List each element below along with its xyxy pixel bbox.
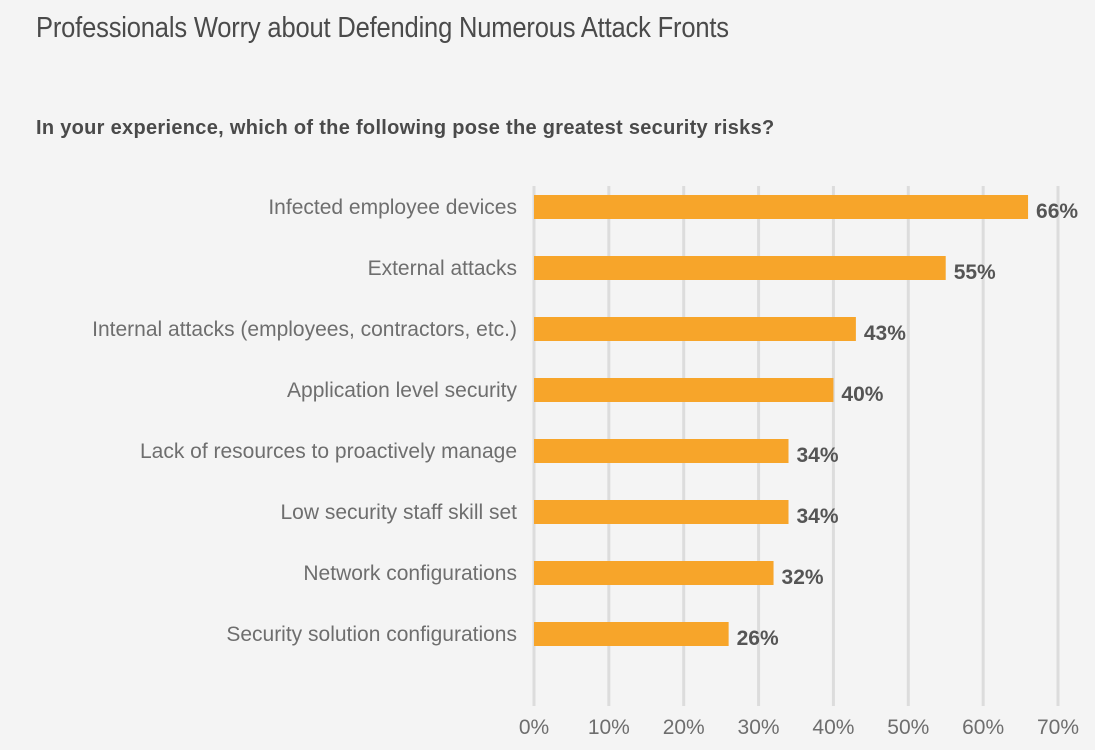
bar — [534, 195, 1029, 219]
x-tick-label: 50% — [887, 716, 929, 739]
value-label: 34% — [797, 444, 839, 467]
value-label: 66% — [1036, 200, 1078, 223]
value-label: 40% — [841, 383, 883, 406]
x-tick-label: 0% — [519, 716, 549, 739]
bars — [534, 195, 1029, 646]
category-label: Security solution configurations — [226, 623, 517, 646]
value-label: 43% — [864, 322, 906, 345]
bar — [534, 256, 946, 280]
value-label: 26% — [737, 627, 779, 650]
value-label: 34% — [797, 505, 839, 528]
bar — [534, 378, 834, 402]
value-label: 55% — [954, 261, 996, 284]
x-tick-label: 10% — [588, 716, 630, 739]
bar — [534, 622, 729, 646]
x-tick-label: 20% — [663, 716, 705, 739]
category-label: External attacks — [368, 257, 517, 280]
x-tick-label: 30% — [738, 716, 780, 739]
bar — [534, 317, 856, 341]
category-label: Lack of resources to proactively manage — [140, 440, 517, 463]
category-label: Application level security — [287, 379, 517, 402]
category-label: Network configurations — [303, 562, 517, 585]
value-label: 32% — [782, 566, 824, 589]
x-tick-label: 40% — [812, 716, 854, 739]
category-label: Low security staff skill set — [280, 501, 517, 524]
category-label: Internal attacks (employees, contractors… — [92, 318, 517, 341]
bar — [534, 561, 774, 585]
labels: 0% 10% 20% 30% 40% 50% 60% 70% Infected employee… — [92, 196, 1079, 739]
page-title: Professionals Worry about Defending Nume… — [36, 12, 729, 44]
category-label: Infected employee devices — [268, 196, 517, 219]
chart-title: In your experience, which of the followi… — [36, 117, 775, 139]
bar — [534, 500, 789, 524]
bar — [534, 439, 789, 463]
x-tick-label: 60% — [962, 716, 1004, 739]
x-tick-label: 70% — [1037, 716, 1079, 739]
